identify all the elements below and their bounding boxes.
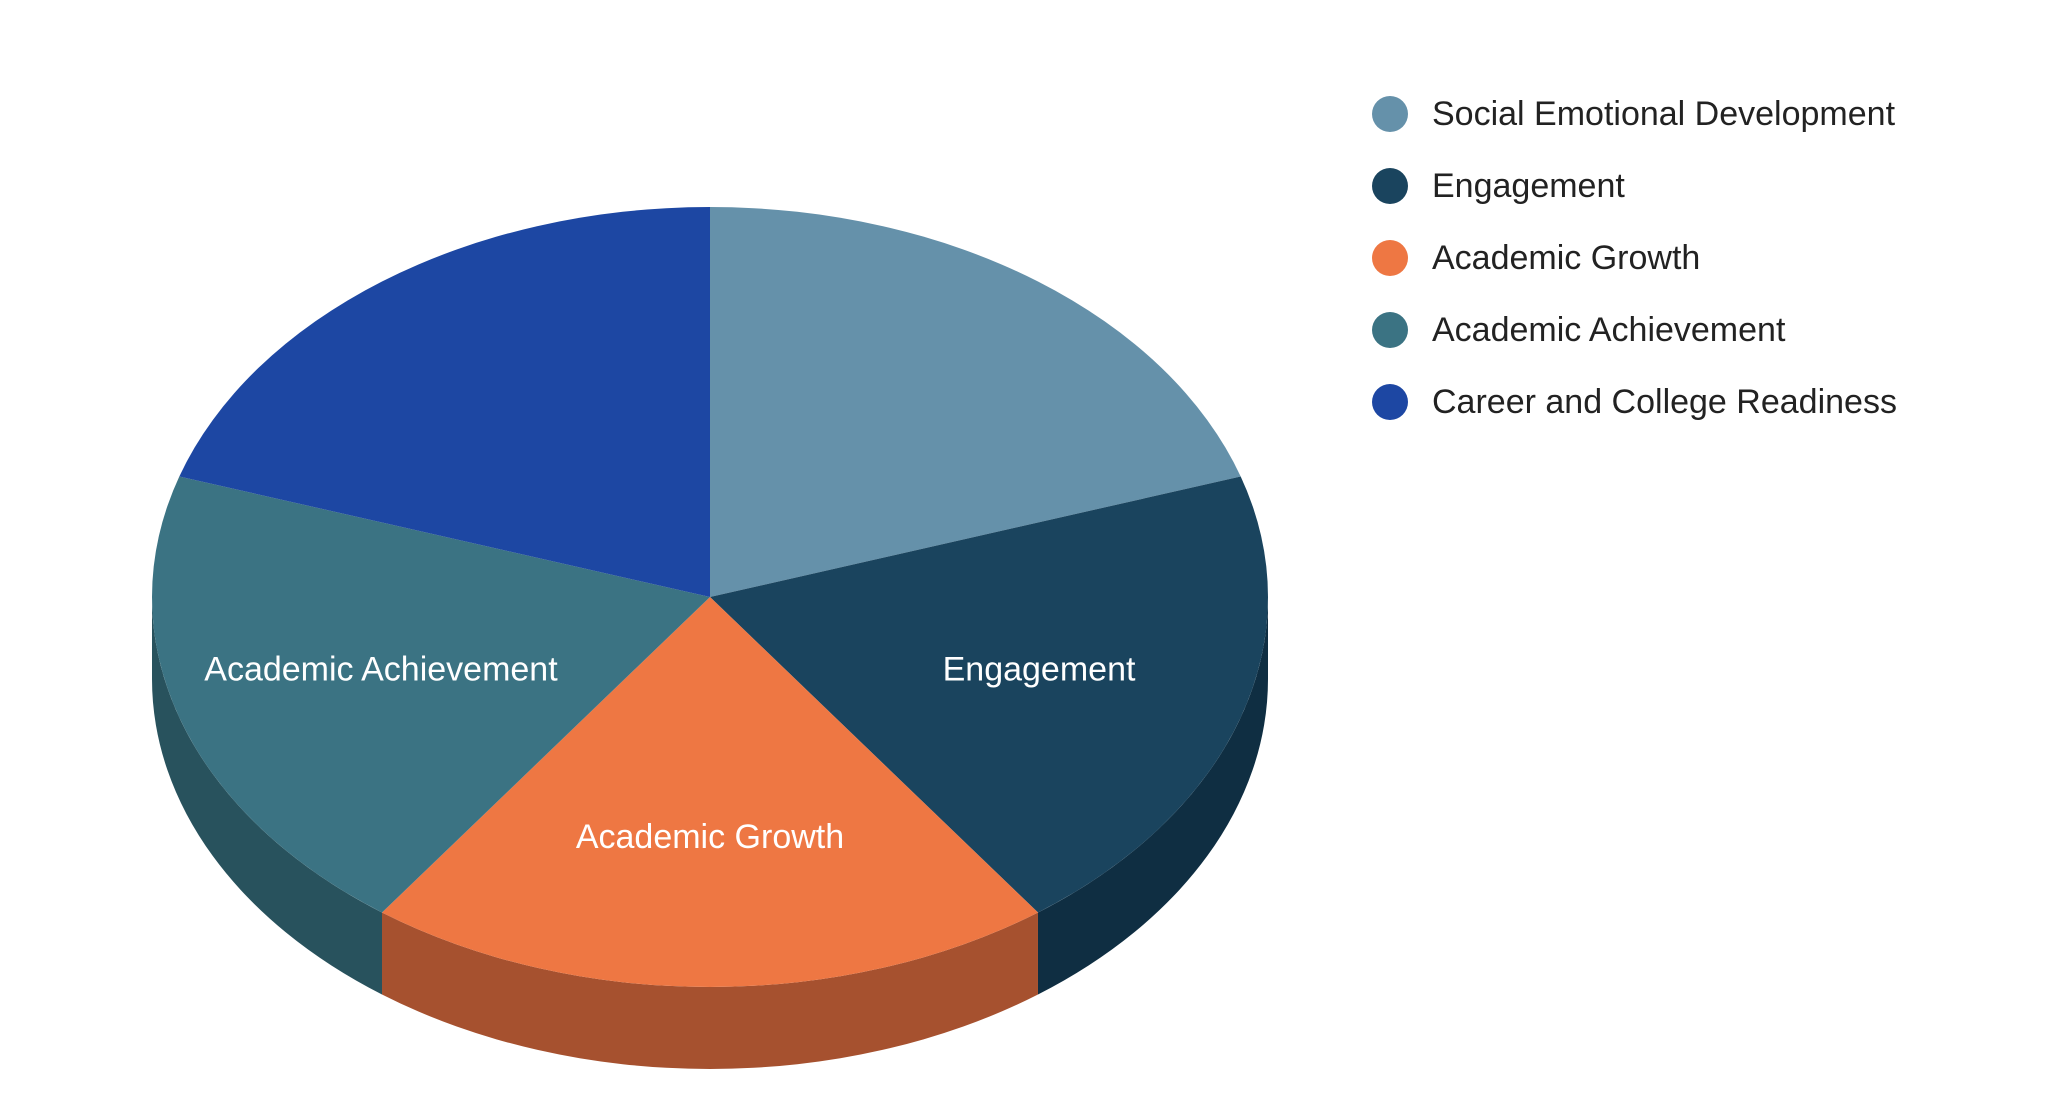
legend-item-engagement[interactable]: Engagement — [1372, 150, 1897, 222]
legend-item-academic-growth[interactable]: Academic Growth — [1372, 222, 1897, 294]
pie-side-academic-growth — [382, 912, 1038, 1069]
legend-label: Career and College Readiness — [1432, 382, 1897, 421]
pie-slices — [152, 207, 1268, 987]
slice-label-engagement: Engagement — [943, 651, 1136, 689]
pie-slice-social-emotional-development[interactable] — [710, 207, 1241, 597]
legend-label: Engagement — [1432, 166, 1625, 205]
pie-slice-academic-growth[interactable] — [382, 597, 1038, 987]
pie-sides — [152, 597, 1268, 1069]
pie-slice-academic-achievement[interactable] — [152, 476, 710, 913]
legend-label: Academic Growth — [1432, 238, 1701, 277]
legend-label: Social Emotional Development — [1432, 94, 1896, 133]
legend-item-academic-achievement[interactable]: Academic Achievement — [1372, 294, 1897, 366]
pie-side-engagement — [1037, 597, 1268, 995]
legend-item-career-and-college-readiness[interactable]: Career and College Readiness — [1372, 366, 1897, 438]
legend-item-social-emotional-development[interactable]: Social Emotional Development — [1372, 78, 1897, 150]
legend-swatch-icon — [1372, 240, 1408, 276]
pie-labels: Engagement Academic Growth Academic Achiev… — [204, 651, 1136, 856]
legend-swatch-icon — [1372, 96, 1408, 132]
pie-side-academic-achievement — [152, 597, 383, 995]
slice-label-academic-achievement: Academic Achievement — [204, 651, 558, 689]
pie-slice-career-and-college-readiness[interactable] — [179, 207, 710, 597]
pie-slice-engagement[interactable] — [710, 476, 1268, 913]
legend-swatch-icon — [1372, 312, 1408, 348]
legend-label: Academic Achievement — [1432, 310, 1786, 349]
legend-swatch-icon — [1372, 168, 1408, 204]
slice-label-academic-growth: Academic Growth — [576, 818, 844, 856]
legend: Social Emotional Development Engagement Ac… — [1372, 78, 1897, 438]
legend-swatch-icon — [1372, 384, 1408, 420]
